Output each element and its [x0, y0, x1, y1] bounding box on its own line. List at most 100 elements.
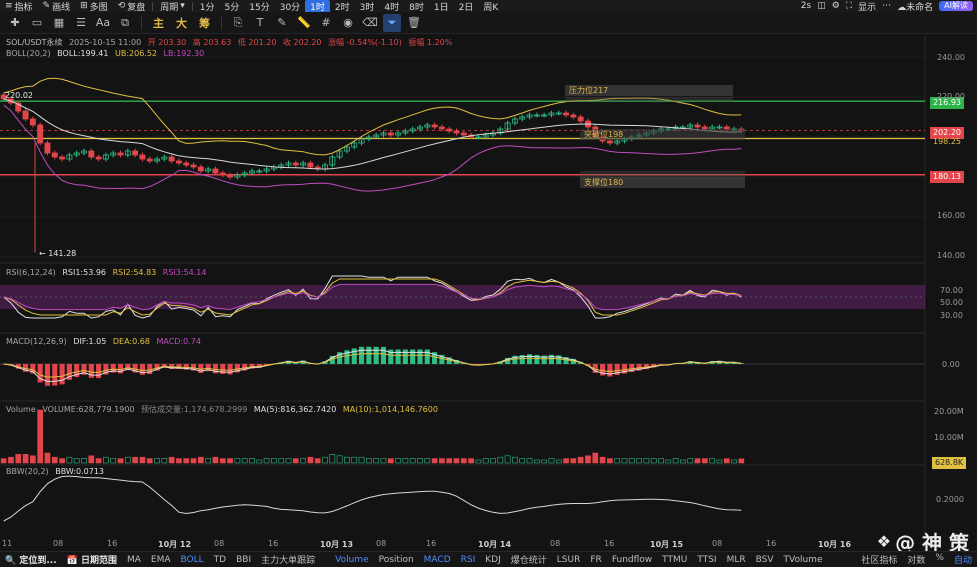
- fullscreen-icon[interactable]: ⛶: [845, 1, 853, 11]
- indicator-tab-18[interactable]: BSV: [755, 554, 774, 565]
- chip-toggle[interactable]: 筹: [199, 16, 210, 30]
- indicator-tab-4[interactable]: BBI: [236, 554, 252, 565]
- volume-bar: [117, 458, 124, 464]
- menu-item-8[interactable]: 30分: [275, 0, 305, 13]
- indicator-tab-6[interactable]: Volume: [335, 554, 369, 565]
- menu-item-2[interactable]: ⊞ 多图: [75, 0, 113, 12]
- menu-item-0[interactable]: ≡ 指标: [0, 0, 38, 12]
- menu-item-12[interactable]: 4时: [379, 0, 404, 13]
- menu-item-14[interactable]: 1日: [429, 0, 454, 13]
- large-order-toggle[interactable]: 大: [176, 16, 187, 30]
- macd-hist-bar: [81, 364, 87, 375]
- boll-lower-line: [3, 104, 742, 192]
- indicator-tab-19[interactable]: TVolume: [783, 554, 823, 565]
- menu-item-3[interactable]: ⟲ 复盘: [113, 0, 151, 12]
- indicator-tab-15[interactable]: TTMU: [662, 554, 688, 565]
- volume-bar: [665, 459, 672, 464]
- date-range-button[interactable]: 📅 日期范围: [62, 553, 122, 566]
- indicator-tab-11[interactable]: 爆仓统计: [510, 556, 547, 566]
- menu-item-13[interactable]: 8时: [404, 0, 429, 13]
- menu-item-9[interactable]: 1时: [305, 0, 330, 12]
- copy-icon[interactable]: ⎘: [233, 15, 243, 29]
- indicator-tab-1[interactable]: EMA: [150, 554, 171, 565]
- crosshair-icon[interactable]: ✚: [10, 16, 20, 29]
- volume-bar: [526, 458, 533, 464]
- menu-item-10[interactable]: 2时: [330, 0, 355, 13]
- layers-icon[interactable]: ⧉: [121, 15, 129, 29]
- main-chart-toggle[interactable]: 主: [153, 16, 164, 30]
- candle-body: [373, 134, 380, 138]
- volume-bar: [504, 455, 511, 464]
- layout-name[interactable]: ☁未命名: [897, 0, 933, 13]
- divider: [191, 1, 193, 11]
- hash-icon[interactable]: #: [321, 16, 331, 29]
- indicator-tab-3[interactable]: TD: [213, 554, 227, 565]
- indicator-tab-12[interactable]: LSUR: [556, 554, 581, 565]
- rectangle-icon[interactable]: ▭: [31, 16, 43, 29]
- volume-bar: [73, 458, 80, 464]
- pencil-icon[interactable]: ✎: [277, 16, 287, 29]
- volume-bar: [439, 458, 445, 464]
- menu-item-15[interactable]: 2日: [454, 0, 479, 13]
- indicator-tab-16[interactable]: TTSI: [697, 554, 717, 565]
- chart-canvas[interactable]: [0, 35, 977, 536]
- menu-item-5[interactable]: 1分: [195, 0, 220, 13]
- settings-icon[interactable]: ⚙: [831, 1, 840, 11]
- volume-bar: [205, 458, 212, 464]
- indicator-tab-7[interactable]: Position: [378, 554, 414, 565]
- trash-icon[interactable]: 🗑: [407, 16, 421, 29]
- indicator-tab-14[interactable]: Fundflow: [611, 554, 653, 565]
- text-icon[interactable]: T: [256, 16, 264, 29]
- indicator-tab-9[interactable]: RSI: [460, 554, 476, 565]
- menu-item-16[interactable]: 周K: [478, 0, 503, 13]
- candle-body: [424, 124, 431, 128]
- ellipsis-icon[interactable]: ⋯: [882, 1, 892, 11]
- eraser-icon[interactable]: ⌫: [362, 16, 378, 29]
- filter-icon[interactable]: ⏷: [383, 13, 401, 32]
- bottom-control-3[interactable]: 自动: [953, 556, 972, 566]
- bottom-control-1[interactable]: 对数: [907, 556, 926, 566]
- list-icon[interactable]: ☰: [76, 16, 86, 29]
- indicator-tab-10[interactable]: KDJ: [485, 554, 501, 565]
- indicator-tab-5[interactable]: 主力大单跟踪: [261, 556, 316, 566]
- ai-analysis-button[interactable]: AI解读: [939, 1, 973, 11]
- candle-body: [438, 126, 445, 130]
- macd-hist-bar: [205, 364, 211, 372]
- candle-body: [614, 140, 621, 144]
- indicator-tab-0[interactable]: MA: [127, 554, 141, 565]
- indicator-tab-8[interactable]: MACD: [423, 554, 451, 565]
- chart-area[interactable]: SOL/USDT永续 2025-10-15 11:00 开 203.30 高 2…: [0, 35, 977, 536]
- macd-hist-bar: [534, 354, 540, 364]
- indicator-tab-17[interactable]: MLR: [726, 554, 746, 565]
- macd-hist-bar: [190, 364, 197, 371]
- display-button[interactable]: 显示: [858, 0, 876, 13]
- eye-icon[interactable]: ◉: [343, 16, 353, 29]
- boll-mid-line: [3, 98, 742, 170]
- volume-bar: [59, 458, 65, 464]
- menu-item-7[interactable]: 15分: [244, 0, 274, 13]
- text-size-icon[interactable]: Aa: [95, 16, 111, 29]
- locate-button[interactable]: 🔍 定位到...: [0, 553, 62, 566]
- menu-item-4[interactable]: 周期 ▾: [155, 0, 190, 12]
- menu-item-6[interactable]: 5分: [220, 0, 245, 13]
- volume-bar: [380, 458, 387, 464]
- volume-bar: [650, 458, 657, 464]
- bottom-control-2[interactable]: %: [935, 553, 944, 563]
- boll-name: BOLL(20,2): [6, 49, 51, 58]
- volume-bar: [482, 458, 489, 464]
- grid-icon[interactable]: ▦: [53, 16, 65, 29]
- ruler-icon[interactable]: 📏: [297, 16, 311, 29]
- bottom-control-0[interactable]: 社区指标: [861, 556, 898, 566]
- time-axis-label: 16: [268, 539, 279, 548]
- camera-icon[interactable]: ◫: [817, 1, 826, 11]
- indicator-tab-2[interactable]: BOLL: [180, 554, 204, 565]
- ma10-value: MA(10):1,014,146.7600: [342, 405, 438, 414]
- indicator-tab-13[interactable]: FR: [590, 554, 602, 565]
- menu-label: 指标: [14, 2, 33, 13]
- volume-bar: [241, 458, 248, 464]
- candle-body: [73, 152, 80, 156]
- candle-body: [110, 152, 117, 156]
- menu-item-11[interactable]: 3时: [355, 0, 380, 13]
- menu-item-1[interactable]: ✎ 画线: [38, 0, 76, 12]
- volume-bar: [110, 458, 117, 464]
